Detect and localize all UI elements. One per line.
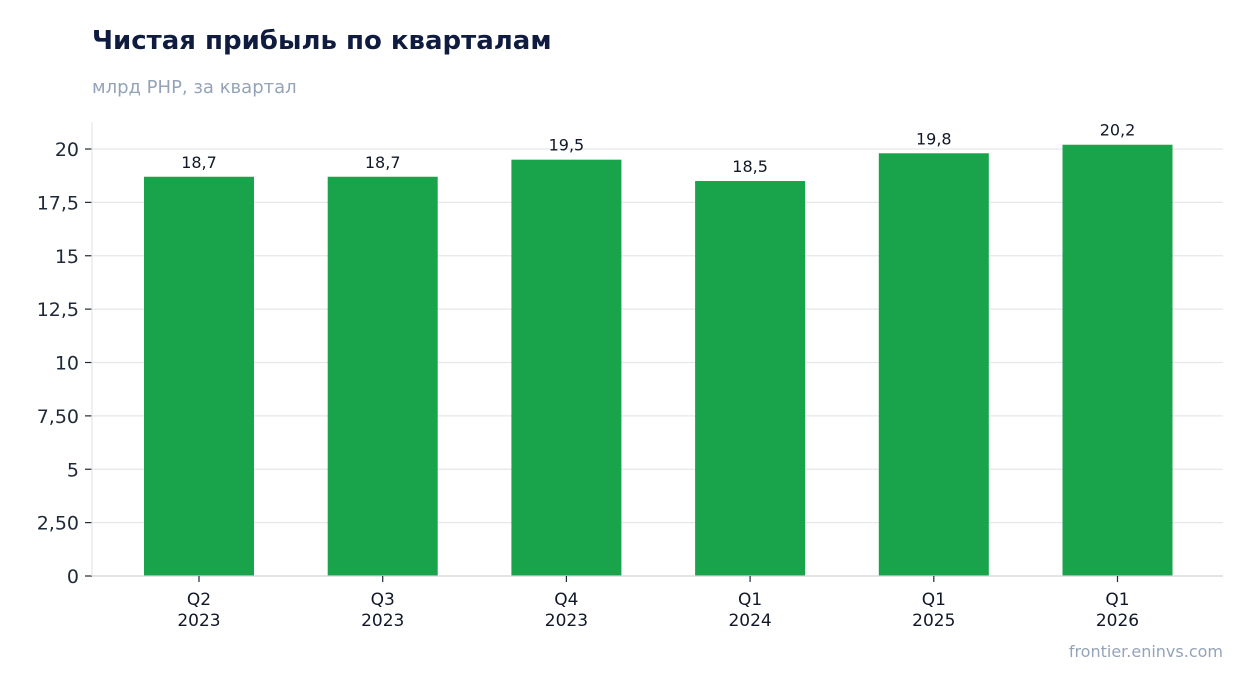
bar-value-label: 18,7 (181, 153, 217, 172)
bar-value-label: 20,2 (1100, 121, 1136, 140)
y-tick-label: 2,50 (37, 513, 79, 535)
x-tick-label-quarter: Q1 (1105, 590, 1129, 610)
y-tick-label: 12,5 (37, 299, 79, 321)
x-tick-label-year: 2026 (1096, 611, 1139, 631)
bar-value-label: 18,7 (365, 153, 401, 172)
bar-value-label: 19,5 (549, 136, 585, 155)
source-credit: frontier.eninvs.com (1068, 642, 1223, 661)
bar (695, 181, 806, 576)
x-tick-label-year: 2024 (728, 611, 771, 631)
x-tick-label-year: 2025 (912, 611, 955, 631)
chart-subtitle: млрд РНР, за квартал (92, 77, 297, 98)
bar (144, 176, 254, 576)
x-tick-label-quarter: Q3 (371, 590, 395, 610)
bar (1062, 144, 1173, 577)
x-tick-label-quarter: Q1 (922, 590, 946, 610)
y-tick-label: 17,5 (37, 192, 79, 214)
grid-lines (92, 148, 1223, 524)
bar (327, 176, 438, 576)
y-tick-label: 15 (55, 246, 79, 268)
bar (511, 159, 622, 577)
y-tick-label: 0 (67, 566, 79, 588)
y-axis: 0 2,50 5 7,50 10 12,5 15 17,5 20 (37, 122, 93, 588)
x-tick-label-year: 2023 (177, 611, 220, 631)
x-tick-label-year: 2023 (545, 611, 588, 631)
y-tick-label: 7,50 (37, 406, 79, 428)
y-tick-label: 20 (55, 139, 79, 161)
bars: 18,7 18,7 19,5 18,5 19,8 20,2 (144, 121, 1173, 577)
bar-value-label: 19,8 (916, 129, 952, 148)
chart-title: Чистая прибыль по кварталам (92, 26, 552, 56)
x-tick-label-quarter: Q2 (187, 590, 211, 610)
x-tick-label-year: 2023 (361, 611, 404, 631)
x-tick-label-quarter: Q1 (738, 590, 762, 610)
x-tick-label-quarter: Q4 (554, 590, 578, 610)
y-tick-label: 10 (55, 353, 79, 375)
bar-value-label: 18,5 (732, 157, 768, 176)
bar (878, 153, 989, 576)
y-tick-label: 5 (67, 459, 79, 481)
